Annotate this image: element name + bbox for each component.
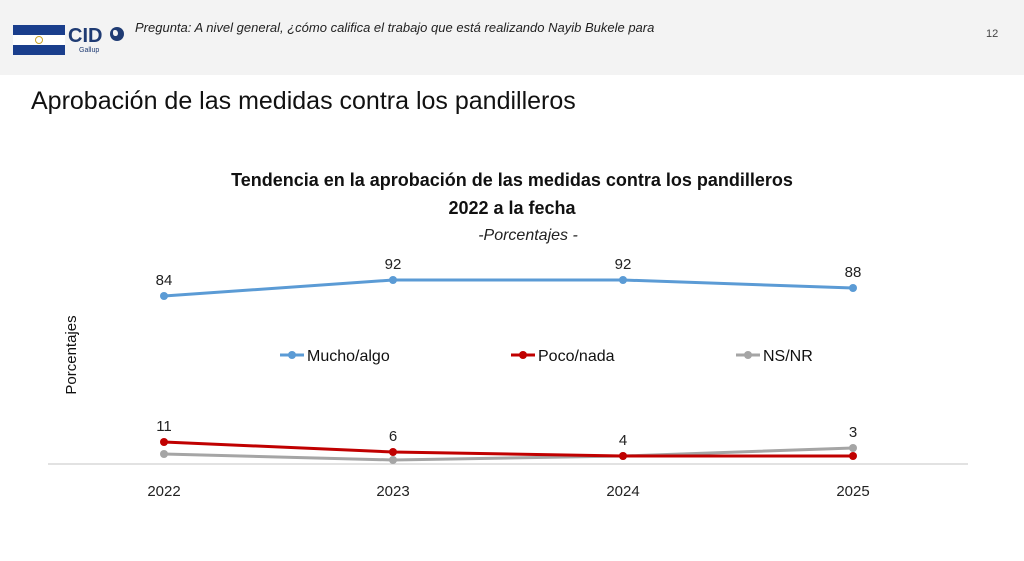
data-label: 92: [385, 256, 402, 273]
globe-icon: [110, 27, 124, 41]
brand-name: CID: [68, 25, 103, 47]
y-axis-label: Porcentajes: [63, 315, 80, 394]
data-label: 3: [849, 424, 857, 441]
legend-label: Poco/nada: [538, 348, 615, 365]
data-point: [389, 448, 397, 456]
data-label: 11: [156, 418, 172, 435]
data-point: [849, 452, 857, 460]
header-bar: CID Gallup Pregunta: A nivel general, ¿c…: [0, 0, 1024, 75]
series-line: [163, 278, 854, 298]
slide-title: Aprobación de las medidas contra los pan…: [31, 87, 576, 115]
data-label: 88: [845, 264, 862, 281]
legend-label: NS/NR: [763, 348, 813, 365]
data-point: [160, 450, 168, 458]
data-point: [619, 276, 627, 284]
data-point: [849, 444, 857, 452]
chart-subtitle: -Porcentajes -: [478, 227, 578, 244]
x-tick-label: 2025: [836, 483, 869, 500]
data-point: [619, 452, 627, 460]
series-line: [163, 446, 854, 462]
data-label: 92: [615, 256, 632, 273]
x-tick-label: 2023: [376, 483, 409, 500]
series-line: [163, 440, 853, 458]
data-point: [849, 284, 857, 292]
data-point: [389, 276, 397, 284]
page-number: 12: [986, 28, 999, 40]
data-point: [160, 292, 168, 300]
legend-label: Mucho/algo: [307, 348, 390, 365]
legend-marker: [744, 351, 752, 359]
data-label: 84: [156, 272, 173, 289]
el-salvador-flag-icon: [13, 25, 65, 55]
chart-title-line1: Tendencia en la aprobación de las medida…: [231, 170, 793, 190]
data-point: [389, 456, 397, 464]
data-label: 6: [389, 428, 397, 445]
survey-question: Pregunta: A nivel general, ¿cómo calific…: [135, 20, 655, 35]
x-tick-label: 2022: [147, 483, 180, 500]
x-tick-label: 2024: [606, 483, 639, 500]
cid-gallup-logo: CID Gallup: [13, 25, 125, 59]
data-point: [160, 438, 168, 446]
chart-title-line2: 2022 a la fecha: [448, 198, 576, 218]
brand-sub: Gallup: [79, 47, 100, 54]
legend-marker: [519, 351, 527, 359]
data-label: 4: [619, 432, 627, 449]
legend-marker: [288, 351, 296, 359]
